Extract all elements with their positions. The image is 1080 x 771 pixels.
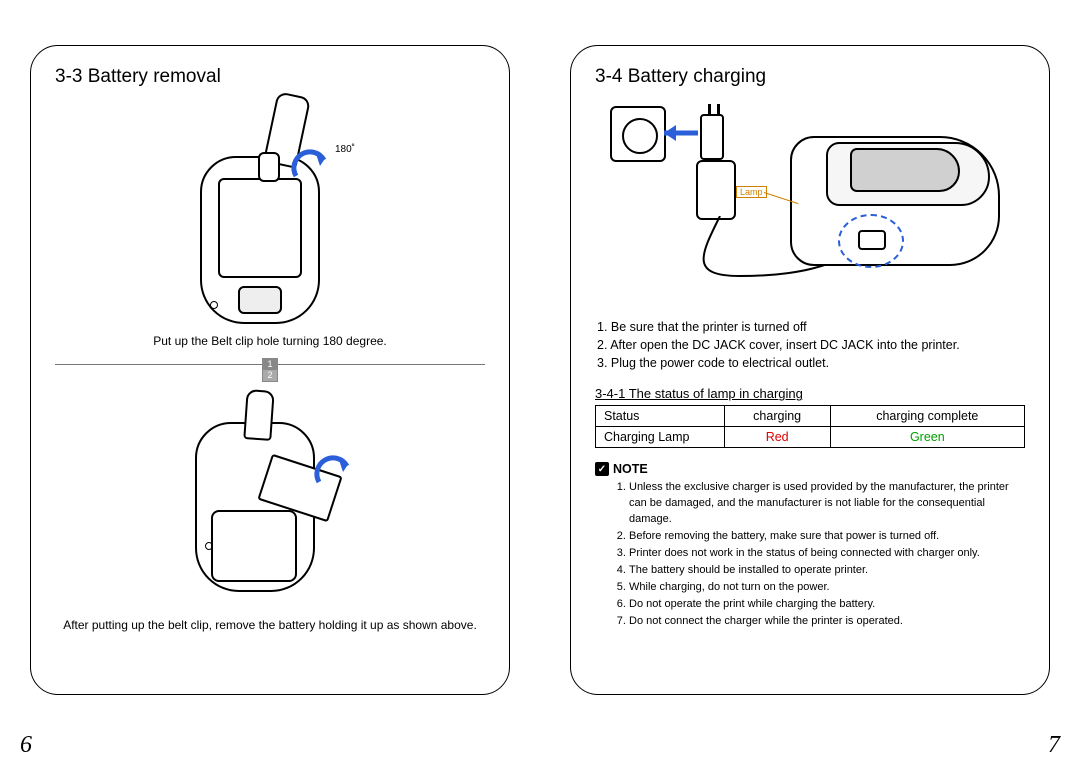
th-complete: charging complete <box>830 406 1024 427</box>
step-line-2: 2. After open the DC JACK cover, insert … <box>597 336 1025 354</box>
note-5: While charging, do not turn on the power… <box>629 580 1025 596</box>
page-number-right: 7 <box>1048 732 1060 759</box>
panel-battery-removal: 3-3 Battery removal 180˚ Put up the Belt… <box>30 45 510 695</box>
td-red: Red <box>724 427 830 448</box>
caption-1: Put up the Belt clip hole turning 180 de… <box>55 334 485 348</box>
step-line-3: 3. Plug the power code to electrical out… <box>597 354 1025 372</box>
step-2: 2 <box>263 370 277 381</box>
figure-1: 180˚ <box>140 96 400 326</box>
td-label: Charging Lamp <box>596 427 725 448</box>
figure-1-area: 180˚ Put up the Belt clip hole turning 1… <box>55 96 485 348</box>
note-1: Unless the exclusive charger is used pro… <box>629 480 1025 528</box>
td-green: Green <box>830 427 1024 448</box>
angle-label: 180˚ <box>335 144 355 155</box>
plug-arrow-icon <box>650 118 700 148</box>
page-number-left: 6 <box>20 732 32 759</box>
rotate-arrow-icon <box>290 146 330 186</box>
step-1: 1 <box>263 359 277 370</box>
sub-section-title: 3-4-1 The status of lamp in charging <box>595 386 1025 401</box>
caption-2: After putting up the belt clip, remove t… <box>55 618 485 632</box>
page-right: 3-4 Battery charging <box>540 0 1080 771</box>
lift-arrow-icon <box>313 452 353 492</box>
note-label: NOTE <box>613 462 648 476</box>
note-7: Do not connect the charger while the pri… <box>629 614 1025 630</box>
check-icon: ✓ <box>595 462 609 476</box>
figure-2-area: After putting up the belt clip, remove t… <box>55 392 485 632</box>
page-spread: 3-3 Battery removal 180˚ Put up the Belt… <box>0 0 1080 771</box>
figure-3: Lamp <box>600 96 1020 306</box>
note-list: Unless the exclusive charger is used pro… <box>629 480 1025 629</box>
page-left: 3-3 Battery removal 180˚ Put up the Belt… <box>0 0 540 771</box>
step-line-1: 1. Be sure that the printer is turned of… <box>597 318 1025 336</box>
lamp-callout: Lamp <box>736 186 767 198</box>
th-status: Status <box>596 406 725 427</box>
step-indicator: 1 2 <box>262 358 278 382</box>
section-title-left: 3-3 Battery removal <box>55 66 485 88</box>
note-3: Printer does not work in the status of b… <box>629 546 1025 562</box>
step-divider: 1 2 <box>55 358 485 384</box>
panel-battery-charging: 3-4 Battery charging <box>570 45 1050 695</box>
figure-2 <box>145 392 395 612</box>
note-4: The battery should be installed to opera… <box>629 563 1025 579</box>
note-2: Before removing the battery, make sure t… <box>629 529 1025 545</box>
section-title-right: 3-4 Battery charging <box>595 66 1025 88</box>
plug-icon <box>700 114 724 160</box>
note-heading: ✓ NOTE <box>595 462 1025 476</box>
adapter-icon <box>696 160 736 220</box>
charging-steps: 1. Be sure that the printer is turned of… <box>597 318 1025 372</box>
th-charging: charging <box>724 406 830 427</box>
note-6: Do not operate the print while charging … <box>629 597 1025 613</box>
lamp-status-table: Status charging charging complete Chargi… <box>595 405 1025 448</box>
